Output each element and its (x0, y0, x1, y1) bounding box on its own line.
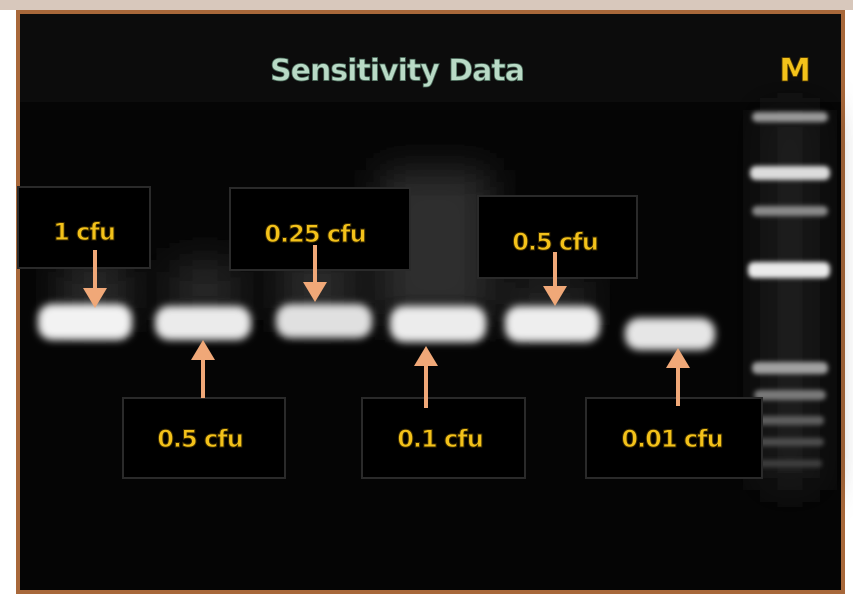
band (276, 304, 372, 338)
lane-label: 0.5 cfu (157, 425, 243, 453)
page: Sensitivity Data M 1 cfu 0.25 cfu 0.5 cf… (0, 0, 853, 596)
ladder-band (756, 416, 824, 425)
ladder-band (758, 460, 822, 467)
band (38, 304, 132, 340)
gel-figure: Sensitivity Data M 1 cfu 0.25 cfu 0.5 cf… (0, 0, 853, 596)
lane-label: 1 cfu (53, 218, 115, 246)
band (155, 306, 251, 340)
lane-label: 0.1 cfu (397, 425, 483, 453)
ladder-band (756, 438, 824, 446)
ladder-band (754, 390, 826, 400)
ladder-band (750, 166, 830, 180)
ladder-band (752, 112, 828, 122)
band (390, 306, 486, 342)
band (625, 318, 715, 350)
lane-label: 0.5 cfu (512, 228, 598, 256)
top-strip (0, 0, 853, 10)
ladder-band (748, 262, 830, 278)
ladder-band (752, 206, 828, 216)
band (505, 306, 600, 342)
ladder-band (752, 362, 828, 374)
marker-label: M (779, 51, 811, 89)
title: Sensitivity Data (270, 54, 524, 89)
lane-label: 0.01 cfu (621, 425, 722, 453)
lane-label: 0.25 cfu (264, 220, 365, 248)
